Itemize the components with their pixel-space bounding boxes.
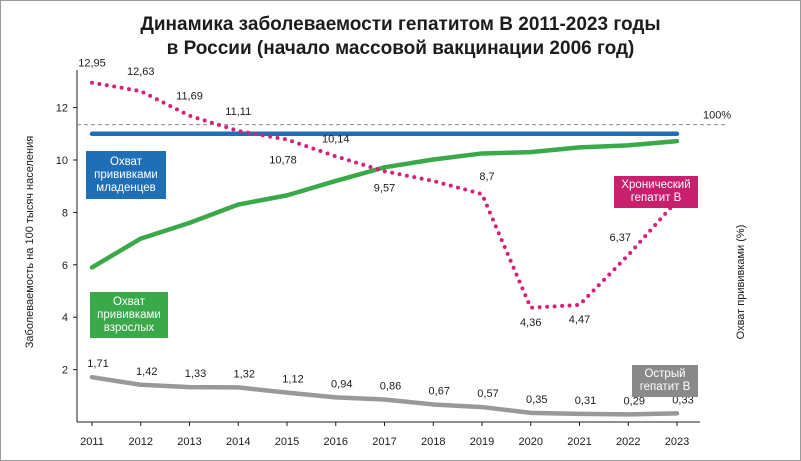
acute-data-label: 0,86 — [380, 380, 401, 392]
x-tick-label: 2013 — [177, 436, 201, 448]
x-tick-label: 2022 — [616, 436, 640, 448]
chronic-data-label: 12,95 — [78, 58, 106, 70]
chronic-data-label: 4,47 — [569, 314, 590, 326]
chronic-data-label: 4,36 — [520, 317, 541, 329]
legend-box-acute: Острый гепатит В — [632, 365, 698, 397]
chronic-data-label: 12,63 — [127, 66, 155, 78]
acute-data-label: 1,33 — [185, 368, 206, 380]
chronic-data-label: 10,14 — [322, 133, 350, 145]
x-tick-label: 2020 — [519, 436, 543, 448]
y-axis-right-label: Охват прививками (%) — [735, 224, 747, 340]
x-tick-label: 2012 — [129, 436, 153, 448]
acute-data-label: 1,32 — [234, 368, 255, 380]
chronic-data-label: 11,69 — [176, 91, 203, 103]
acute-data-label: 0,29 — [624, 395, 645, 407]
acute-data-label: 0,67 — [429, 385, 450, 397]
y-tick-label: 10 — [56, 155, 68, 167]
legend-box-chronic: Хронический гепатит В — [614, 176, 698, 208]
x-tick-label: 2019 — [470, 436, 494, 448]
x-tick-label: 2011 — [80, 436, 104, 448]
reference-line-label: 100% — [703, 110, 731, 122]
chronic-series-line — [90, 80, 679, 310]
x-tick-label: 2017 — [372, 436, 396, 448]
y-tick-label: 6 — [62, 260, 68, 272]
x-tick-label: 2018 — [421, 436, 445, 448]
acute-data-label: 0,94 — [331, 378, 352, 390]
chronic-data-label: 11,11 — [225, 106, 251, 118]
x-tick-label: 2015 — [275, 436, 299, 448]
acute-data-label: 0,35 — [526, 394, 547, 406]
y-tick-label: 4 — [62, 312, 68, 324]
legend-box-infants: Охват прививками младенцев — [86, 151, 166, 199]
acute-data-label: 1,42 — [136, 366, 157, 378]
chronic-data-label: 9,57 — [374, 182, 395, 194]
y-tick-label: 2 — [62, 365, 68, 377]
acute-data-label: 1,71 — [87, 358, 108, 370]
x-tick-label: 2021 — [567, 436, 591, 448]
adult-coverage-line — [89, 138, 680, 270]
chronic-data-label: 10,78 — [269, 155, 297, 167]
y-axis-label: Заболеваемость на 100 тысяч населения — [24, 135, 36, 349]
chronic-data-label: 8,7 — [479, 171, 494, 183]
acute-data-label: 0,57 — [477, 388, 498, 400]
y-tick-label: 8 — [62, 207, 68, 219]
x-tick-label: 2023 — [665, 436, 689, 448]
chronic-data-label: 6,37 — [610, 232, 631, 244]
x-tick-label: 2016 — [324, 436, 348, 448]
acute-series-line — [89, 374, 680, 417]
chart-title-line2: в России (начало массовой вакцинации 200… — [166, 38, 635, 59]
legend-box-adults: Охват прививками взрослых — [90, 292, 168, 338]
x-tick-label: 2014 — [226, 436, 250, 448]
acute-data-label: 0,33 — [672, 394, 693, 406]
chart-title-line1: Динамика заболеваемости гепатитом В 2011… — [140, 14, 661, 35]
acute-data-label: 0,31 — [575, 395, 596, 407]
acute-data-label: 1,12 — [282, 374, 303, 386]
y-tick-label: 12 — [56, 103, 68, 115]
